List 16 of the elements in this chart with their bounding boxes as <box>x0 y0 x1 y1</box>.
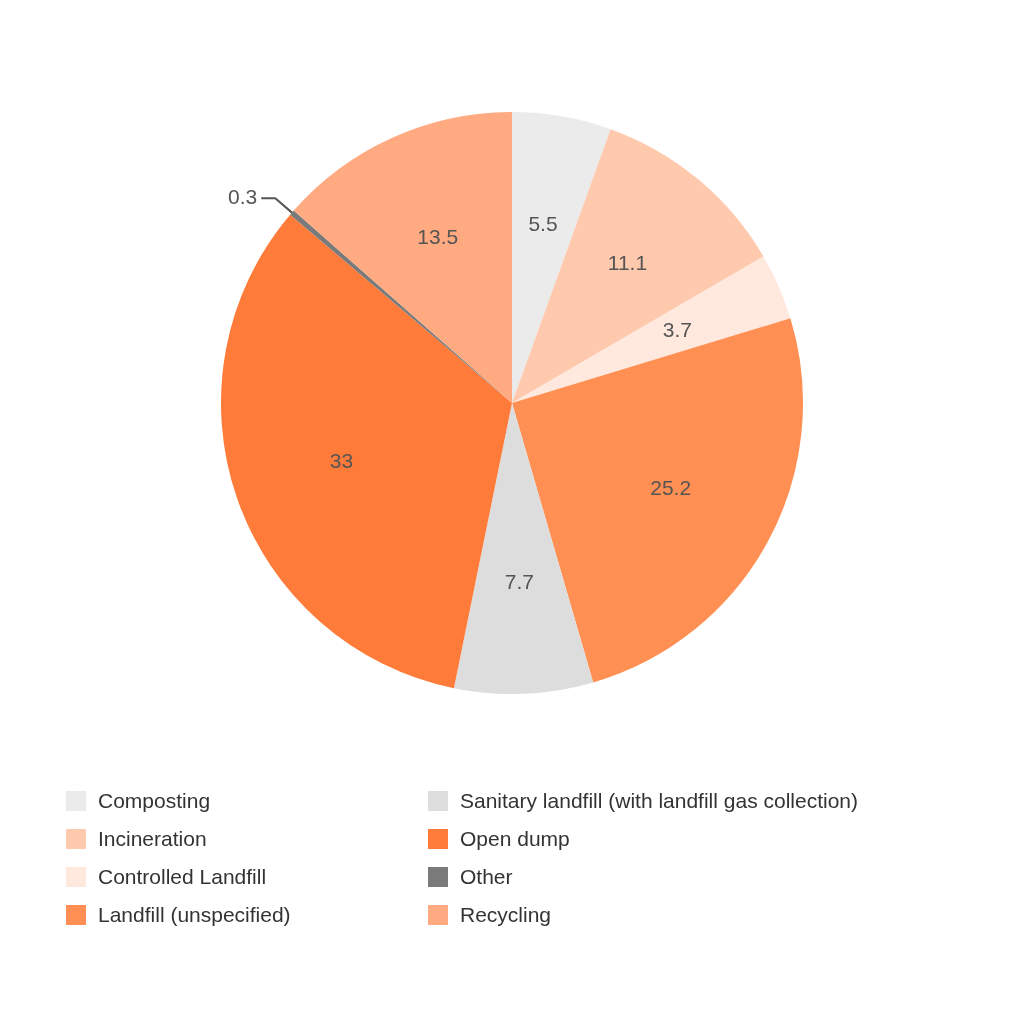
legend-label: Landfill (unspecified) <box>98 903 291 927</box>
data-label: 7.7 <box>504 570 534 594</box>
legend-label: Open dump <box>460 827 570 851</box>
legend-label: Other <box>460 865 513 889</box>
data-label: 11.1 <box>607 251 648 275</box>
legend-label: Sanitary landfill (with landfill gas collection) <box>460 789 859 813</box>
data-label: 25.2 <box>650 475 692 499</box>
legend-label: Incineration <box>98 827 207 851</box>
legend-label: Composting <box>98 789 211 813</box>
legend-label: Controlled Landfill <box>98 865 267 889</box>
data-label: 3.7 <box>662 317 692 341</box>
data-label: 13.5 <box>417 225 459 249</box>
data-label: 33 <box>329 448 354 472</box>
data-label: 0.3 <box>228 185 258 209</box>
data-label: 5.5 <box>528 212 558 236</box>
legend-label: Recycling <box>460 903 552 927</box>
